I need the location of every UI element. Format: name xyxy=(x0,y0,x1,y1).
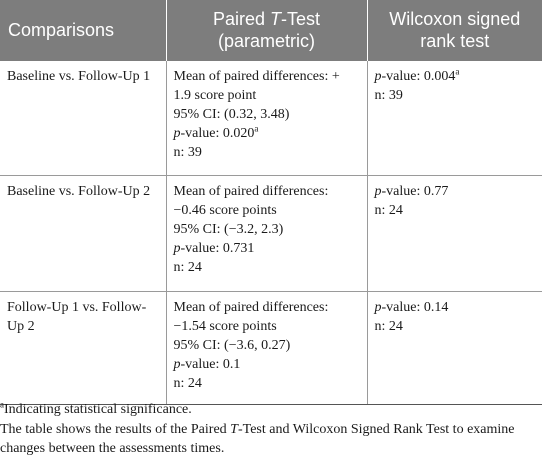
footnote-note-suffix: -Test and Wilcoxon Signed Rank Test to e… xyxy=(0,422,515,456)
paired-t-cell: Mean of paired differences: −1.54 score … xyxy=(165,291,368,405)
paired-p-value: p-value: 0.1 xyxy=(174,355,360,374)
header-row: Comparisons Paired T-Test (parametric) W… xyxy=(0,0,542,61)
p-label: p xyxy=(173,357,181,372)
table-row: Baseline vs. Follow-Up 1 Mean of paired … xyxy=(0,60,542,176)
header-paired-t: T xyxy=(270,9,282,29)
wilcoxon-p-value: p-value: 0.77 xyxy=(375,182,536,201)
footnote-note-prefix: The table shows the results of the Paire… xyxy=(0,422,231,437)
paired-ci: 95% CI: (−3.2, 2.3) xyxy=(173,222,284,237)
comparison-label: Baseline vs. Follow-Up 2 xyxy=(7,184,151,199)
footnote-significance-text: Indicating statistical significance. xyxy=(4,402,192,417)
wilcoxon-n: n: 39 xyxy=(374,88,403,103)
footnote-significance: aIndicating statistical significance. xyxy=(0,400,542,419)
p-value-text: -value: 0.020 xyxy=(180,126,255,141)
significance-marker: a xyxy=(254,123,259,134)
wilcoxon-n: n: 24 xyxy=(374,203,403,218)
paired-n: n: 39 xyxy=(173,145,202,160)
header-paired-prefix: Paired xyxy=(212,9,271,29)
comparison-cell: Baseline vs. Follow-Up 2 xyxy=(0,175,167,292)
paired-p-value: p-value: 0.020a xyxy=(174,124,360,143)
table-header: Comparisons Paired T-Test (parametric) W… xyxy=(0,0,542,61)
p-value-text: -value: 0.1 xyxy=(180,357,241,372)
comparison-label: Follow-Up 1 vs. Follow-Up 2 xyxy=(7,300,147,334)
significance-marker: a xyxy=(455,66,460,77)
p-label: p xyxy=(173,126,181,141)
p-value-text: -value: 0.731 xyxy=(180,241,255,256)
wilcoxon-n: n: 24 xyxy=(374,319,403,334)
header-paired-t-test: Paired T-Test (parametric) xyxy=(165,0,367,61)
paired-mean: Mean of paired differences: −0.46 score … xyxy=(173,184,329,218)
paired-mean: Mean of paired differences: −1.54 score … xyxy=(173,300,329,334)
results-table: Comparisons Paired T-Test (parametric) W… xyxy=(0,0,542,405)
p-label: p xyxy=(374,300,382,315)
header-paired-suffix: -Test xyxy=(281,9,321,29)
paired-p-value: p-value: 0.731 xyxy=(174,239,360,258)
paired-ci: 95% CI: (−3.6, 0.27) xyxy=(173,338,291,353)
header-wilcoxon: Wilcoxon signed rank test xyxy=(366,0,542,61)
footnote-marker: a xyxy=(0,399,4,410)
comparison-cell: Follow-Up 1 vs. Follow-Up 2 xyxy=(0,291,167,405)
header-wilcoxon-line1: Wilcoxon signed xyxy=(389,9,521,29)
table-row: Follow-Up 1 vs. Follow-Up 2 Mean of pair… xyxy=(0,291,542,405)
footnote-note-t: T xyxy=(230,422,238,437)
p-label: p xyxy=(374,184,382,199)
table-row: Baseline vs. Follow-Up 2 Mean of paired … xyxy=(0,175,542,292)
footnote-description: The table shows the results of the Paire… xyxy=(0,420,542,458)
comparison-label: Baseline vs. Follow-Up 1 xyxy=(7,69,151,84)
p-value-text: -value: 0.004 xyxy=(381,69,456,84)
wilcoxon-cell: p-value: 0.77 n: 24 xyxy=(366,175,542,292)
wilcoxon-p-value: p-value: 0.004a xyxy=(375,67,536,86)
header-paired-line1: Paired T-Test xyxy=(171,8,363,30)
p-label: p xyxy=(173,241,181,256)
comparison-cell: Baseline vs. Follow-Up 1 xyxy=(0,60,167,176)
wilcoxon-cell: p-value: 0.004a n: 39 xyxy=(366,60,542,176)
header-wilcoxon-line2: rank test xyxy=(420,31,490,51)
p-value-text: -value: 0.14 xyxy=(381,300,449,315)
header-paired-line2: (parametric) xyxy=(217,31,315,51)
paired-ci: 95% CI: (0.32, 3.48) xyxy=(173,107,290,122)
paired-mean: Mean of paired differences: + 1.9 score … xyxy=(173,69,340,103)
p-value-text: -value: 0.77 xyxy=(381,184,449,199)
paired-t-cell: Mean of paired differences: −0.46 score … xyxy=(165,175,368,292)
table-footnotes: aIndicating statistical significance. Th… xyxy=(0,400,542,459)
paired-t-cell: Mean of paired differences: + 1.9 score … xyxy=(165,60,368,176)
wilcoxon-p-value: p-value: 0.14 xyxy=(375,298,536,317)
p-label: p xyxy=(374,69,382,84)
paired-n: n: 24 xyxy=(173,376,202,391)
paired-n: n: 24 xyxy=(173,260,202,275)
table-body: Baseline vs. Follow-Up 1 Mean of paired … xyxy=(0,60,542,405)
wilcoxon-cell: p-value: 0.14 n: 24 xyxy=(366,291,542,405)
header-comparisons: Comparisons xyxy=(0,0,166,61)
